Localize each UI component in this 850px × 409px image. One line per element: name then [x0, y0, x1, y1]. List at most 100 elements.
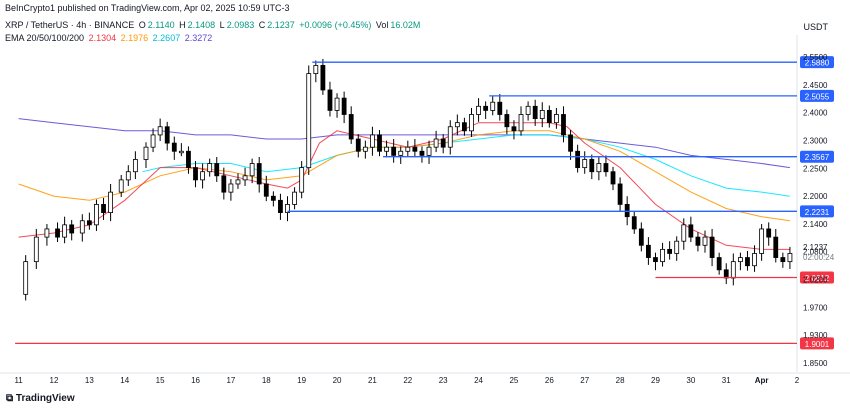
x-tick-label: 15	[156, 376, 165, 385]
x-tick-label: Apr	[755, 376, 769, 385]
candle-body	[249, 163, 255, 177]
x-tick-label: 29	[651, 376, 660, 385]
close-label: C	[258, 20, 266, 30]
high-value: 2.1408	[187, 20, 216, 30]
candle-body	[561, 114, 566, 136]
ema-legend[interactable]: EMA 20/50/100/200 2.1304 2.1976 2.2607 2…	[5, 33, 214, 43]
candle-body	[582, 159, 588, 169]
open-label: O	[138, 20, 146, 30]
candle-body	[539, 110, 545, 119]
candle-body	[412, 146, 418, 152]
candle-body	[575, 150, 581, 169]
y-tick-label: 2.2500	[803, 164, 828, 173]
candle-body	[773, 236, 779, 258]
ema100-legend-value: 2.2607	[152, 33, 181, 43]
candle-body	[695, 236, 701, 246]
current-price-label: 2.1237	[803, 243, 828, 252]
candle-body	[730, 261, 736, 279]
x-tick-label: 24	[474, 376, 483, 385]
candle-body	[674, 240, 680, 254]
candle-body	[688, 224, 694, 238]
candle-body	[256, 163, 262, 185]
candle-body	[490, 101, 496, 111]
candle-body	[108, 191, 114, 213]
candle-body	[125, 171, 131, 181]
open-value: 2.1140	[147, 20, 175, 30]
candle-body	[702, 236, 708, 246]
ema50-legend-value: 2.1976	[120, 33, 149, 43]
candle-body	[44, 228, 50, 238]
level-label-bg-2	[800, 150, 834, 163]
volume-value: 16.02M	[390, 20, 421, 30]
y-tick-label: 1.8500	[803, 359, 828, 368]
candle-body	[759, 228, 765, 254]
candle-body	[348, 114, 354, 140]
candle-body	[638, 228, 644, 246]
candle-body	[235, 179, 241, 185]
candle-body	[200, 171, 205, 181]
x-tick-label: 21	[368, 376, 377, 385]
x-tick-label: 23	[439, 376, 448, 385]
level-label-bg-5	[800, 337, 834, 350]
level-label-bg-3	[800, 205, 834, 218]
x-tick-label: 25	[509, 376, 518, 385]
y-tick-label: 2.0800	[803, 248, 828, 257]
candle-body	[278, 199, 283, 213]
candle-body	[653, 257, 658, 263]
x-tick-label: 22	[403, 376, 412, 385]
candle-body	[660, 248, 665, 263]
candle-body	[299, 167, 305, 193]
candle-body	[118, 179, 124, 193]
candle-body	[285, 204, 290, 213]
candle-body	[596, 163, 602, 173]
x-tick-label: 18	[262, 376, 271, 385]
tradingview-logo[interactable]: ⧉ TradingView	[6, 393, 75, 404]
candle-body	[723, 269, 729, 279]
candle-body	[462, 122, 467, 132]
candle-body	[454, 122, 460, 128]
candle-body	[610, 171, 616, 185]
level-label-1: 2.5055	[805, 92, 830, 101]
candle-body	[62, 224, 68, 238]
candle-body	[447, 126, 453, 148]
candle-body	[766, 228, 772, 238]
close-value: 2.1237	[267, 20, 295, 30]
candle-body	[150, 134, 156, 148]
currency-label: USDT	[803, 22, 829, 32]
countdown-label: 02:00:24	[803, 253, 835, 262]
candle-body	[94, 204, 99, 226]
candle-body	[242, 175, 248, 181]
low-value: 2.0983	[226, 20, 255, 30]
candle-body	[23, 261, 29, 295]
tradingview-logo-icon: ⧉	[6, 393, 16, 404]
candle-body	[589, 159, 595, 173]
candle-body	[532, 105, 538, 119]
x-tick-label: 14	[120, 376, 129, 385]
level-label-4: 2.0612	[805, 274, 830, 283]
candle-body	[306, 73, 312, 169]
candle-body	[270, 195, 276, 201]
candle-body	[469, 114, 474, 132]
candle-body	[69, 224, 75, 234]
y-tick-label: 2.5500	[803, 53, 828, 62]
ema50-line	[18, 130, 790, 222]
candle-body	[483, 105, 489, 111]
candle-body	[207, 163, 213, 173]
candle-body	[370, 134, 375, 148]
low-label: L	[219, 20, 225, 30]
level-label-3: 2.2231	[805, 208, 830, 217]
candle-body	[511, 126, 517, 132]
candle-body	[355, 138, 361, 152]
candle-body	[221, 175, 227, 193]
x-tick-label: 20	[333, 376, 342, 385]
candle-body	[426, 146, 432, 156]
candle-body	[518, 114, 524, 132]
y-tick-label: 2.2000	[803, 192, 828, 201]
level-label-5: 1.9001	[805, 340, 830, 349]
y-tick-label: 2.0200	[803, 276, 828, 285]
symbol-label[interactable]: XRP / TetherUS · 4h · BINANCE	[5, 20, 135, 30]
y-tick-label: 1.9700	[803, 303, 828, 312]
candle-body	[497, 101, 503, 115]
candle-body	[55, 228, 60, 238]
